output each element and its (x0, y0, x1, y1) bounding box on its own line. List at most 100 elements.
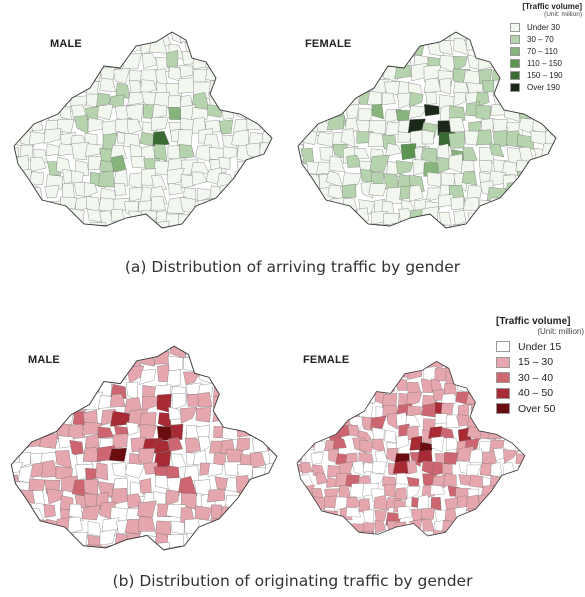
district-region (138, 516, 156, 532)
district-region (501, 161, 518, 176)
district-region (515, 487, 525, 501)
legend-label: 30 – 40 (518, 371, 554, 384)
city-outline (13, 31, 273, 229)
district-region (384, 531, 400, 536)
legend-label: 40 – 50 (518, 387, 554, 400)
district-region (231, 63, 251, 79)
district-region (489, 498, 502, 510)
district-region (394, 487, 407, 501)
district-region (399, 534, 416, 536)
district-region (303, 106, 322, 121)
legend-swatch (510, 46, 520, 56)
district-region (471, 379, 486, 394)
district-region (110, 32, 128, 39)
district-region (301, 530, 317, 536)
district-region (478, 68, 493, 84)
district-region (59, 79, 76, 91)
district-region (102, 355, 120, 369)
district-region (191, 107, 210, 122)
district-region (545, 213, 556, 228)
district-region (57, 119, 75, 133)
district-region (422, 519, 435, 532)
map-label-male-a: MALE (50, 38, 82, 50)
legend-item: 30 – 40 (496, 370, 584, 386)
district-region (479, 199, 495, 216)
district-region (476, 39, 492, 54)
district-region (344, 80, 360, 96)
district-region (544, 127, 556, 148)
district-region (396, 32, 412, 40)
district-region (297, 497, 309, 509)
district-region (468, 361, 484, 370)
district-region (336, 389, 347, 405)
district-region (11, 425, 24, 442)
district-region (330, 212, 346, 228)
district-region (220, 213, 232, 228)
district-region (14, 32, 19, 41)
district-region (408, 209, 424, 226)
district-region (262, 131, 272, 147)
district-region (11, 544, 16, 550)
district-region (397, 361, 411, 374)
district-region (430, 378, 443, 393)
district-region (354, 65, 371, 81)
district-region (11, 369, 17, 388)
district-region (502, 91, 520, 110)
district-region (157, 363, 170, 382)
legend-swatch (496, 387, 510, 399)
district-region (454, 506, 468, 522)
district-region (249, 358, 266, 376)
district-region (417, 494, 429, 510)
district-region (46, 66, 64, 83)
district-region (457, 361, 471, 372)
district-region (183, 357, 200, 374)
district-region (89, 43, 104, 59)
district-region (72, 532, 88, 547)
district-region (337, 534, 349, 536)
district-region (386, 413, 398, 430)
district-region (30, 94, 47, 112)
district-region (19, 226, 38, 228)
district-region (466, 185, 483, 200)
district-region (265, 371, 277, 386)
district-region (264, 51, 272, 68)
district-region (345, 103, 360, 122)
district-region (48, 79, 62, 94)
district-region (298, 186, 307, 202)
district-region (489, 225, 506, 228)
district-region (505, 487, 518, 503)
district-region (43, 504, 56, 518)
district-region (408, 105, 428, 119)
district-region (222, 397, 241, 415)
district-region (255, 396, 273, 414)
district-region (42, 225, 58, 228)
district-region (469, 474, 485, 489)
district-region (168, 182, 183, 196)
district-region (219, 198, 235, 214)
district-region (478, 494, 494, 508)
district-region (298, 391, 313, 405)
district-region (298, 80, 307, 94)
district-region (32, 490, 46, 505)
district-region (71, 142, 90, 160)
district-region (442, 473, 457, 487)
district-region (238, 36, 255, 53)
district-region (178, 144, 195, 159)
district-region (16, 504, 33, 520)
district-region (421, 507, 435, 520)
district-region (70, 222, 86, 228)
district-region (195, 144, 212, 162)
district-region (406, 528, 420, 536)
legend-swatch (496, 341, 510, 353)
district-region (14, 42, 26, 61)
district-region (209, 530, 225, 550)
district-region (47, 91, 63, 107)
district-region (456, 414, 470, 427)
district-region (237, 51, 254, 67)
district-region (110, 346, 129, 361)
district-region (84, 143, 104, 157)
district-region (431, 436, 445, 453)
district-region (245, 93, 262, 107)
district-region (312, 415, 329, 428)
district-region (208, 214, 226, 228)
